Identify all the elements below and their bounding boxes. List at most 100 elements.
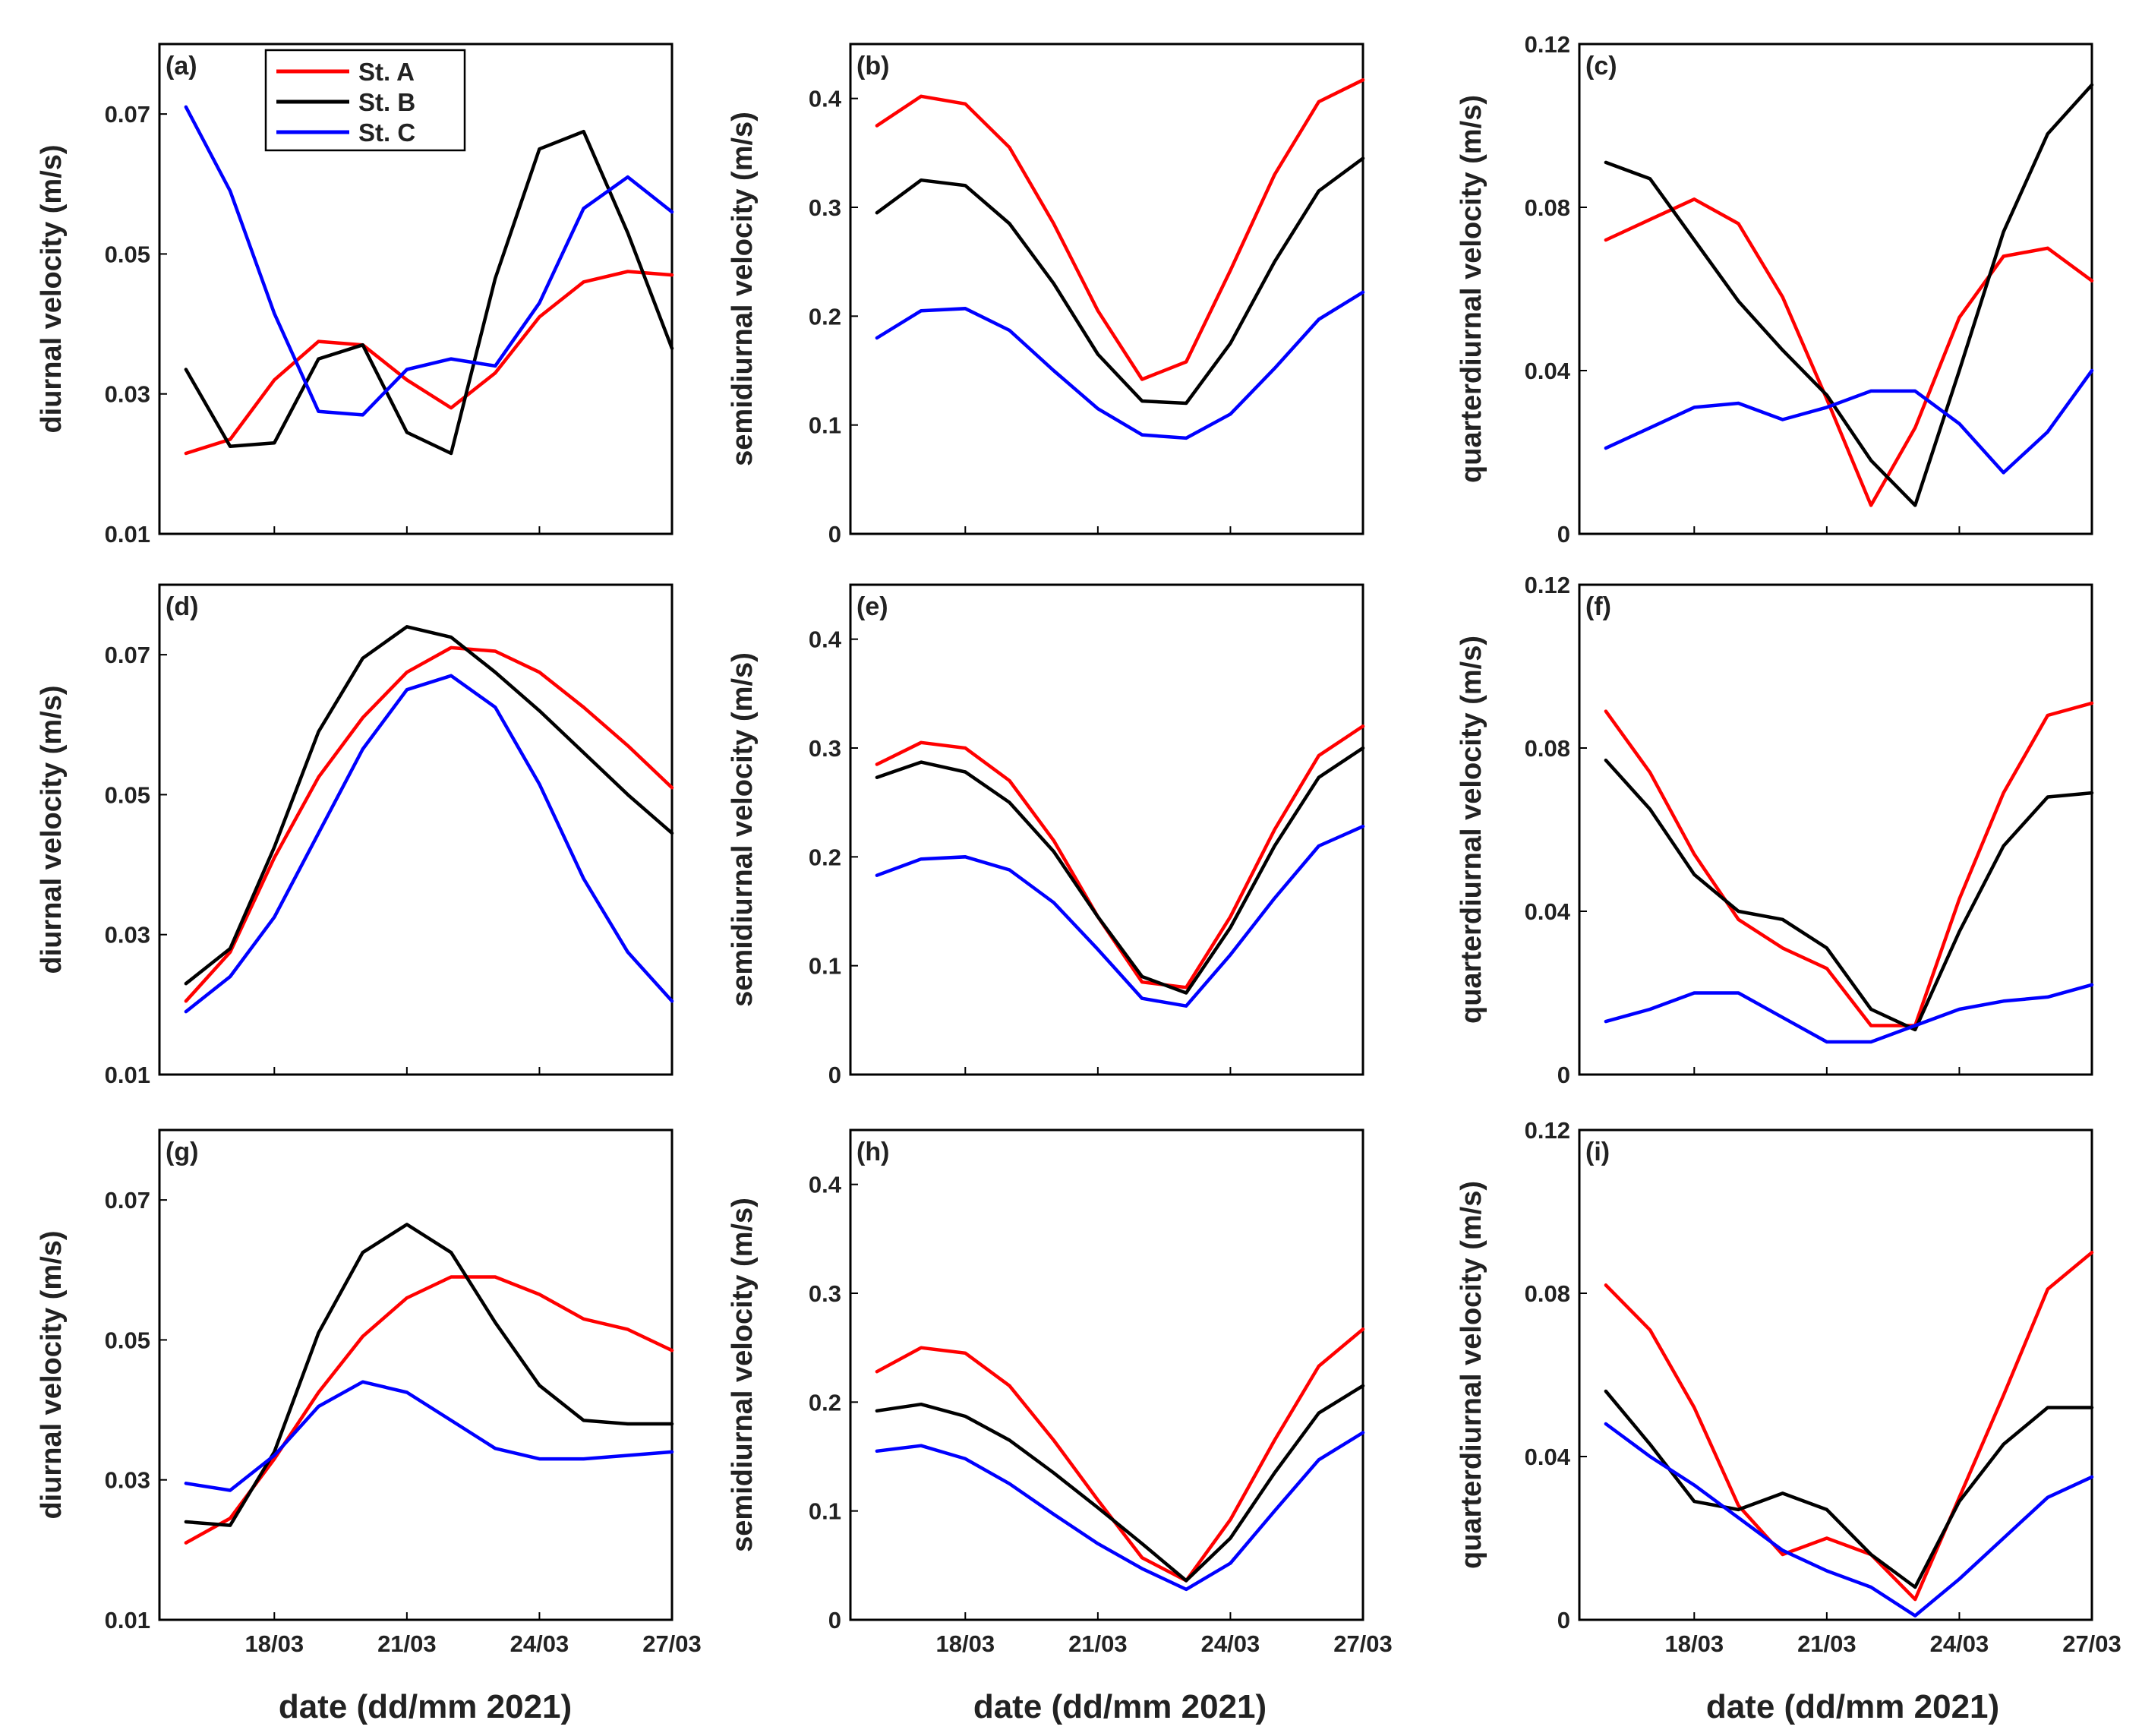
chart-panel-a: 0.01 0.03 0.05 0.07 diurnal velocity (m/s) (a… xyxy=(36,43,674,548)
chart-panel-c: 0 0.04 0.08 0.12 quarterdiurnal velocity (m/… xyxy=(1456,31,2094,548)
y-tick-label: 0.05 xyxy=(105,241,150,267)
series-line-st-b xyxy=(1604,1389,2094,1589)
y-tick-label: 0.3 xyxy=(809,735,841,762)
y-tick-label: 0.03 xyxy=(105,381,150,408)
x-tick-label: 18/03 xyxy=(245,1630,304,1657)
series-line-st-a xyxy=(1604,701,2094,1027)
chart-panel-e: 0 0.1 0.2 0.3 0.4 semidiurnal velocity (m/s) (… xyxy=(727,583,1365,1088)
chart-panel-b: 0 0.1 0.2 0.3 0.4 semidiurnal velocity (m/s) (… xyxy=(727,43,1365,548)
y-tick-label: 0 xyxy=(828,1062,841,1088)
series-line-st-a xyxy=(1604,197,2094,507)
series-line-st-a xyxy=(184,1275,674,1545)
series-line-st-a xyxy=(875,78,1365,381)
panel-label: (g) xyxy=(166,1138,198,1166)
panel-label: (c) xyxy=(1585,52,1617,80)
plot-frame xyxy=(1578,583,2093,1076)
y-tick-label: 0.01 xyxy=(105,1607,150,1633)
y-tick-label: 0.01 xyxy=(105,521,150,548)
series-line-st-c xyxy=(184,674,674,1014)
series-line-st-b xyxy=(875,1384,1365,1583)
y-tick-label: 0.08 xyxy=(1525,194,1570,221)
chart-panel-i: 0 0.04 0.08 0.12 18/03 21/03 24/03 27/03 quarter… xyxy=(1456,1117,2121,1657)
series-line-st-b xyxy=(184,1223,674,1527)
y-tick-label: 0.05 xyxy=(105,781,150,808)
panels-group: 0.01 0.03 0.05 0.07 diurnal velocity (m/s) (a… xyxy=(36,31,2121,1657)
y-tick-label: 0.4 xyxy=(809,1172,842,1198)
x-axis-labels: date (dd/mm 2021) date (dd/mm 2021) date… xyxy=(279,1688,1999,1725)
y-tick-label: 0.12 xyxy=(1525,31,1570,58)
x-tick-label: 27/03 xyxy=(1333,1630,1393,1657)
y-tick-label: 0.07 xyxy=(105,101,150,128)
series-line-st-b xyxy=(184,625,674,986)
y-tick-label: 0 xyxy=(1557,1607,1570,1633)
y-tick-label: 0.04 xyxy=(1525,358,1571,384)
chart-panel-d: 0.01 0.03 0.05 0.07 diurnal velocity (m/s) (d… xyxy=(36,583,674,1088)
x-tick-label: 24/03 xyxy=(510,1630,569,1657)
x-tick-label: 24/03 xyxy=(1930,1630,1989,1657)
y-tick-label: 0.1 xyxy=(809,953,841,980)
y-tick-label: 0.05 xyxy=(105,1327,150,1353)
y-tick-label: 0.2 xyxy=(809,303,841,330)
legend: St. ASt. BSt. C xyxy=(264,49,466,152)
y-tick-label: 0.12 xyxy=(1525,572,1570,598)
series-line-st-a xyxy=(184,270,674,456)
plot-frame xyxy=(849,43,1364,535)
series-line-st-c xyxy=(875,1431,1365,1592)
y-axis-title: quarterdiurnal velocity (m/s) xyxy=(1456,636,1487,1024)
series-line-st-a xyxy=(184,645,674,1003)
y-tick-label: 0.1 xyxy=(809,412,841,439)
y-tick-label: 0.03 xyxy=(105,922,150,948)
series-line-st-c xyxy=(1604,368,2094,475)
series-line-st-b xyxy=(184,129,674,456)
panel-label: (h) xyxy=(856,1138,889,1166)
y-tick-label: 0.4 xyxy=(809,86,842,112)
plot-frame xyxy=(849,583,1364,1076)
y-axis-title: diurnal velocity (m/s) xyxy=(36,685,68,974)
y-tick-label: 0.12 xyxy=(1525,1117,1570,1144)
chart-panel-h: 0 0.1 0.2 0.3 0.4 18/03 21/03 24/03 27/03 semidiu… xyxy=(727,1128,1393,1657)
y-tick-label: 0 xyxy=(1557,521,1570,548)
series-line-st-c xyxy=(184,105,674,417)
y-axis-title: semidiurnal velocity (m/s) xyxy=(727,1198,759,1552)
series-line-st-c xyxy=(1604,983,2094,1044)
x-axis-title: date (dd/mm 2021) xyxy=(1706,1688,1999,1725)
x-tick-label: 21/03 xyxy=(1068,1630,1128,1657)
y-tick-label: 0 xyxy=(828,521,841,548)
panel-label: (i) xyxy=(1585,1138,1610,1166)
y-tick-label: 0.3 xyxy=(809,1280,841,1307)
x-axis-title: date (dd/mm 2021) xyxy=(279,1688,572,1725)
y-tick-label: 0.03 xyxy=(105,1467,150,1494)
y-axis-title: quarterdiurnal velocity (m/s) xyxy=(1456,95,1487,483)
chart-panel-g: 0.01 0.03 0.05 0.07 18/03 21/03 24/03 27/03 diur… xyxy=(36,1128,702,1657)
y-tick-label: 0.04 xyxy=(1525,898,1571,925)
series-line-st-b xyxy=(1604,83,2094,507)
panel-label: (a) xyxy=(166,52,197,80)
legend-label: St. C xyxy=(358,118,415,147)
plot-frame xyxy=(158,43,674,535)
y-axis-title: semidiurnal velocity (m/s) xyxy=(727,112,759,466)
y-tick-label: 0.01 xyxy=(105,1062,150,1088)
legend-label: St. A xyxy=(358,58,415,86)
y-tick-label: 0.07 xyxy=(105,1187,150,1214)
series-line-st-b xyxy=(875,746,1365,995)
plot-frame xyxy=(158,583,674,1076)
y-tick-label: 0.4 xyxy=(809,627,842,653)
y-tick-label: 0.2 xyxy=(809,1389,841,1416)
y-tick-label: 0.3 xyxy=(809,194,841,221)
series-line-st-c xyxy=(875,824,1365,1008)
panel-label: (d) xyxy=(166,592,198,621)
x-axis-title: date (dd/mm 2021) xyxy=(973,1688,1267,1725)
y-tick-label: 0 xyxy=(1557,1062,1570,1088)
y-tick-label: 0.08 xyxy=(1525,1280,1570,1307)
y-axis-title: diurnal velocity (m/s) xyxy=(36,1230,68,1519)
x-tick-label: 27/03 xyxy=(642,1630,702,1657)
y-tick-label: 0.2 xyxy=(809,844,841,870)
y-axis-title: semidiurnal velocity (m/s) xyxy=(727,652,759,1007)
y-axis-title: quarterdiurnal velocity (m/s) xyxy=(1456,1181,1487,1569)
plot-frame xyxy=(1578,43,2093,535)
y-tick-label: 0.1 xyxy=(809,1498,841,1525)
x-tick-label: 24/03 xyxy=(1201,1630,1260,1657)
y-tick-label: 0.07 xyxy=(105,642,150,668)
series-line-st-a xyxy=(875,1327,1365,1583)
